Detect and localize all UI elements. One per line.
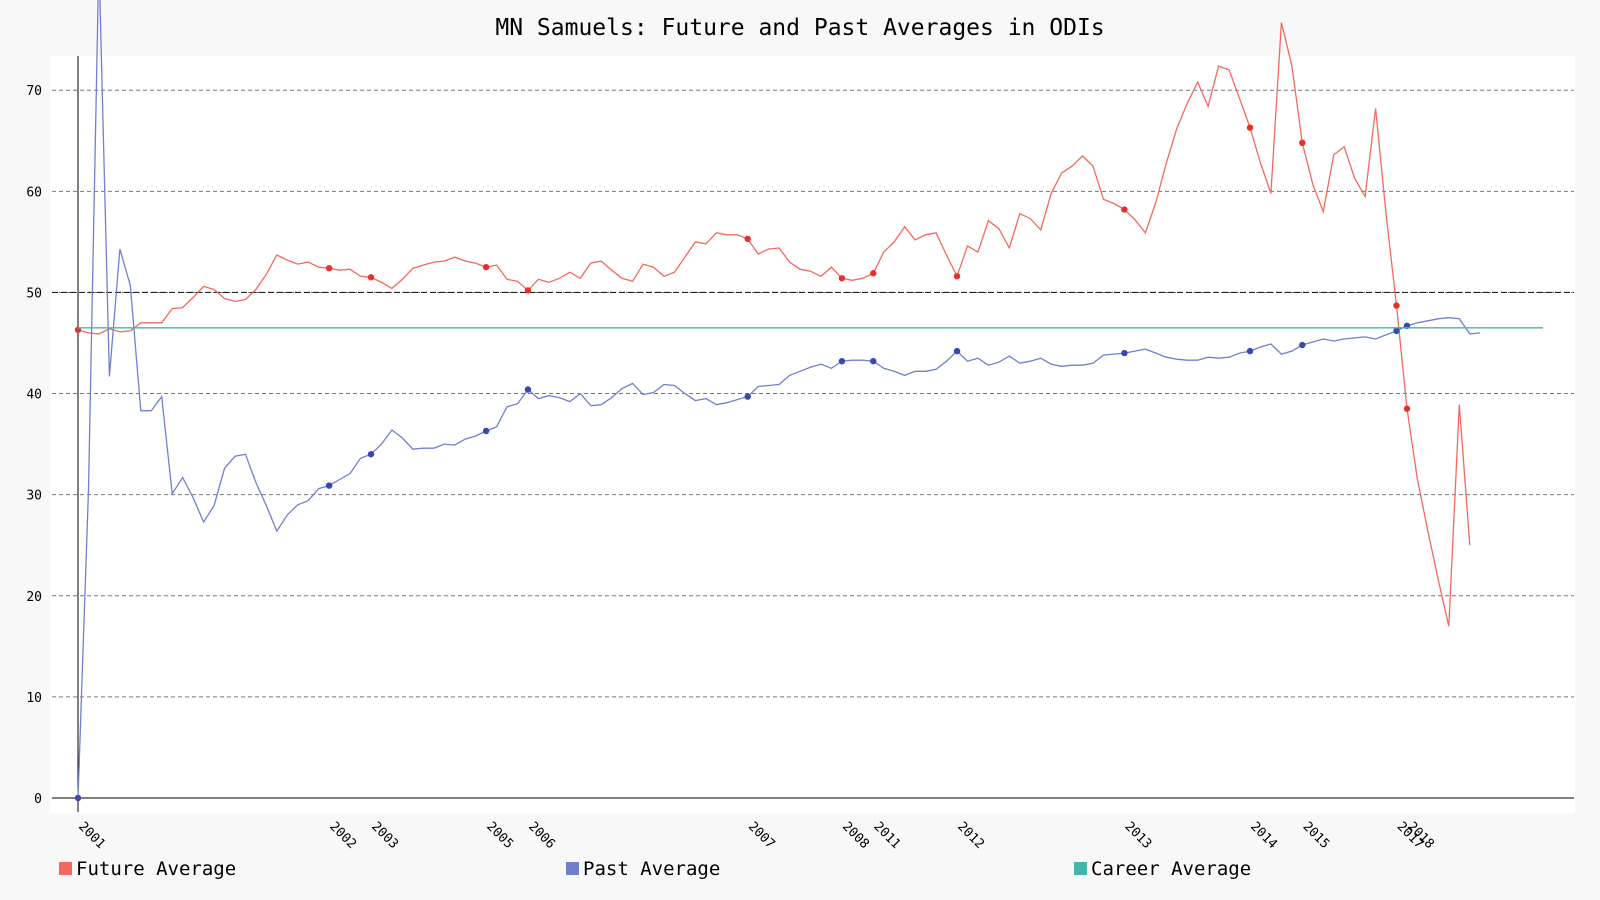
series-0-marker-126 (1393, 302, 1400, 309)
x-tick-label-2007: 2007 (745, 819, 778, 852)
x-tick-label-2001: 2001 (75, 819, 108, 852)
legend-swatch-1[interactable] (566, 862, 579, 875)
legend-label-0[interactable]: Future Average (76, 858, 236, 880)
series-1-marker-126 (1393, 327, 1400, 335)
x-tick-label-2003: 2003 (368, 819, 401, 852)
x-tick-label-2011: 2011 (870, 819, 903, 852)
legend: Future Average Past Average Career Average (59, 858, 1251, 880)
legend-swatch-0[interactable] (59, 862, 72, 875)
chart-title: MN Samuels: Future and Past Averages in … (495, 15, 1104, 41)
series-0-marker-73 (838, 275, 846, 282)
x-tick-label-2014: 2014 (1247, 819, 1280, 852)
plot-area (50, 56, 1575, 813)
series-0-marker-76 (870, 270, 877, 277)
series-0-marker-112 (1246, 124, 1254, 131)
series-0-marker-43 (524, 287, 532, 294)
series-1-marker-100 (1121, 349, 1128, 357)
series-1-marker-0 (74, 794, 82, 802)
series-line-1 (77, 0, 1481, 799)
series-1-marker-73 (838, 358, 846, 365)
series-0-marker-117 (1299, 139, 1306, 146)
axes: 0 10 20 30 40 50 60 70 (26, 56, 1574, 812)
legend-swatch-2[interactable] (1074, 862, 1087, 875)
y-tick-label-40: 40 (26, 388, 42, 403)
series-0-marker-127 (1403, 405, 1411, 412)
series-0-marker-28 (367, 274, 375, 281)
y-tick-label-60: 60 (26, 185, 42, 200)
series-0-marker-39 (482, 263, 490, 271)
x-tick-label-2013: 2013 (1122, 819, 1155, 852)
series-1-marker-43 (524, 386, 532, 393)
legend-label-2[interactable]: Career Average (1091, 858, 1251, 880)
series-1-marker-76 (870, 358, 877, 365)
series-1-marker-84 (953, 347, 961, 355)
series-0-marker-100 (1121, 206, 1128, 213)
series-1-marker-39 (482, 427, 490, 435)
y-tick-label-70: 70 (26, 84, 42, 99)
y-tick-label-20: 20 (26, 590, 42, 605)
series-1-marker-112 (1246, 347, 1254, 355)
series-0-marker-64 (744, 235, 751, 243)
x-tick-label-2002: 2002 (326, 819, 359, 852)
x-tick-label-2012: 2012 (954, 819, 987, 852)
y-tick-label-50: 50 (26, 286, 42, 301)
legend-label-1[interactable]: Past Average (583, 858, 720, 880)
series-1-marker-28 (367, 451, 375, 458)
series-0-marker-24 (325, 264, 333, 272)
x-tick-label-2006: 2006 (525, 819, 558, 852)
gridlines (52, 89, 1574, 698)
y-tick-label-30: 30 (26, 489, 42, 504)
x-tick-label-2008: 2008 (839, 819, 872, 852)
series-1-marker-24 (325, 482, 333, 489)
series-lines (74, 0, 1543, 802)
y-tick-label-0: 0 (34, 792, 42, 807)
y-tick-label-10: 10 (26, 691, 42, 706)
series-1-marker-117 (1299, 341, 1306, 349)
series-1-marker-64 (744, 393, 751, 400)
x-tick-label-2015: 2015 (1299, 819, 1332, 852)
series-line-0 (77, 22, 1471, 627)
series-0-marker-84 (953, 273, 961, 280)
x-tick-label-2005: 2005 (483, 819, 516, 852)
